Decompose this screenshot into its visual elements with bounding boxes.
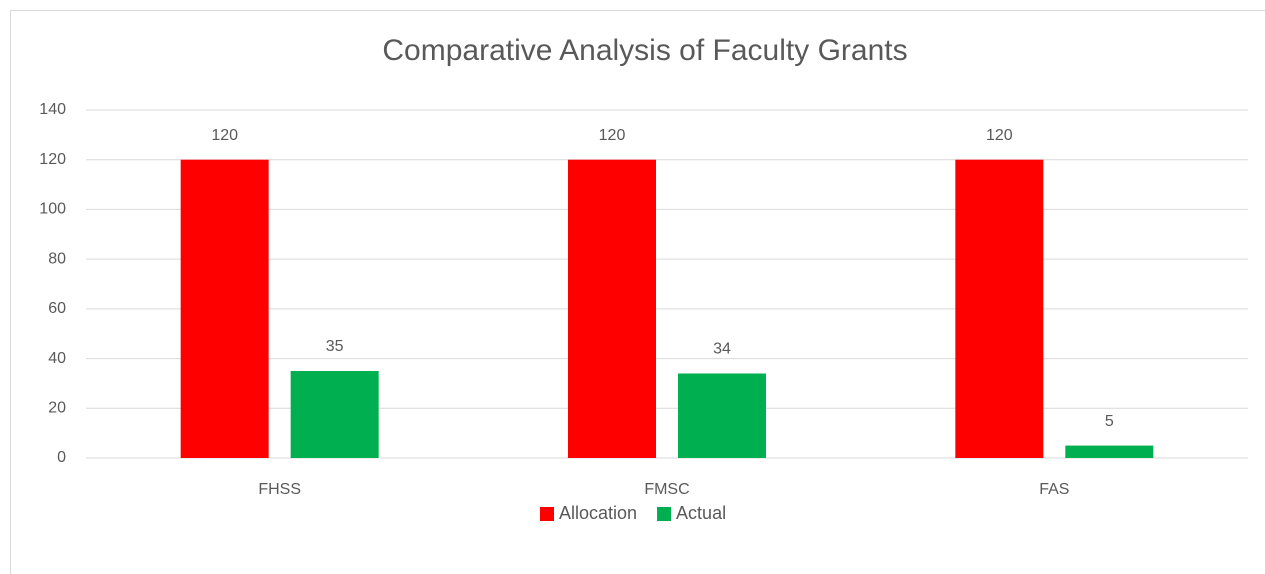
- legend-swatch: [540, 507, 554, 521]
- data-label: 35: [326, 338, 344, 355]
- data-label: 120: [211, 127, 238, 144]
- bar: [290, 371, 379, 458]
- x-tick-label: FMSC: [644, 481, 689, 498]
- data-label: 120: [599, 127, 626, 144]
- bar: [678, 373, 766, 458]
- y-tick-label: 140: [39, 101, 66, 118]
- data-label: 5: [1105, 413, 1114, 430]
- bar: [1065, 445, 1154, 458]
- bar: [568, 159, 656, 458]
- x-tick-label: FHSS: [258, 481, 301, 498]
- y-tick-label: 0: [57, 449, 66, 466]
- data-label: 120: [986, 127, 1013, 144]
- legend-swatch: [657, 507, 672, 521]
- y-tick-label: 20: [48, 400, 66, 417]
- y-tick-label: 40: [48, 350, 66, 367]
- chart-title: Comparative Analysis of Faculty Grants: [382, 34, 907, 67]
- legend-label: Allocation: [559, 503, 637, 523]
- bar: [955, 159, 1044, 458]
- y-tick-label: 100: [39, 201, 66, 218]
- y-tick-label: 60: [48, 300, 66, 317]
- bar: [180, 159, 269, 458]
- x-tick-label: FAS: [1039, 481, 1069, 498]
- y-tick-label: 120: [39, 151, 66, 168]
- legend-label: Actual: [676, 503, 726, 523]
- data-label: 34: [713, 341, 731, 358]
- y-tick-label: 80: [48, 250, 66, 267]
